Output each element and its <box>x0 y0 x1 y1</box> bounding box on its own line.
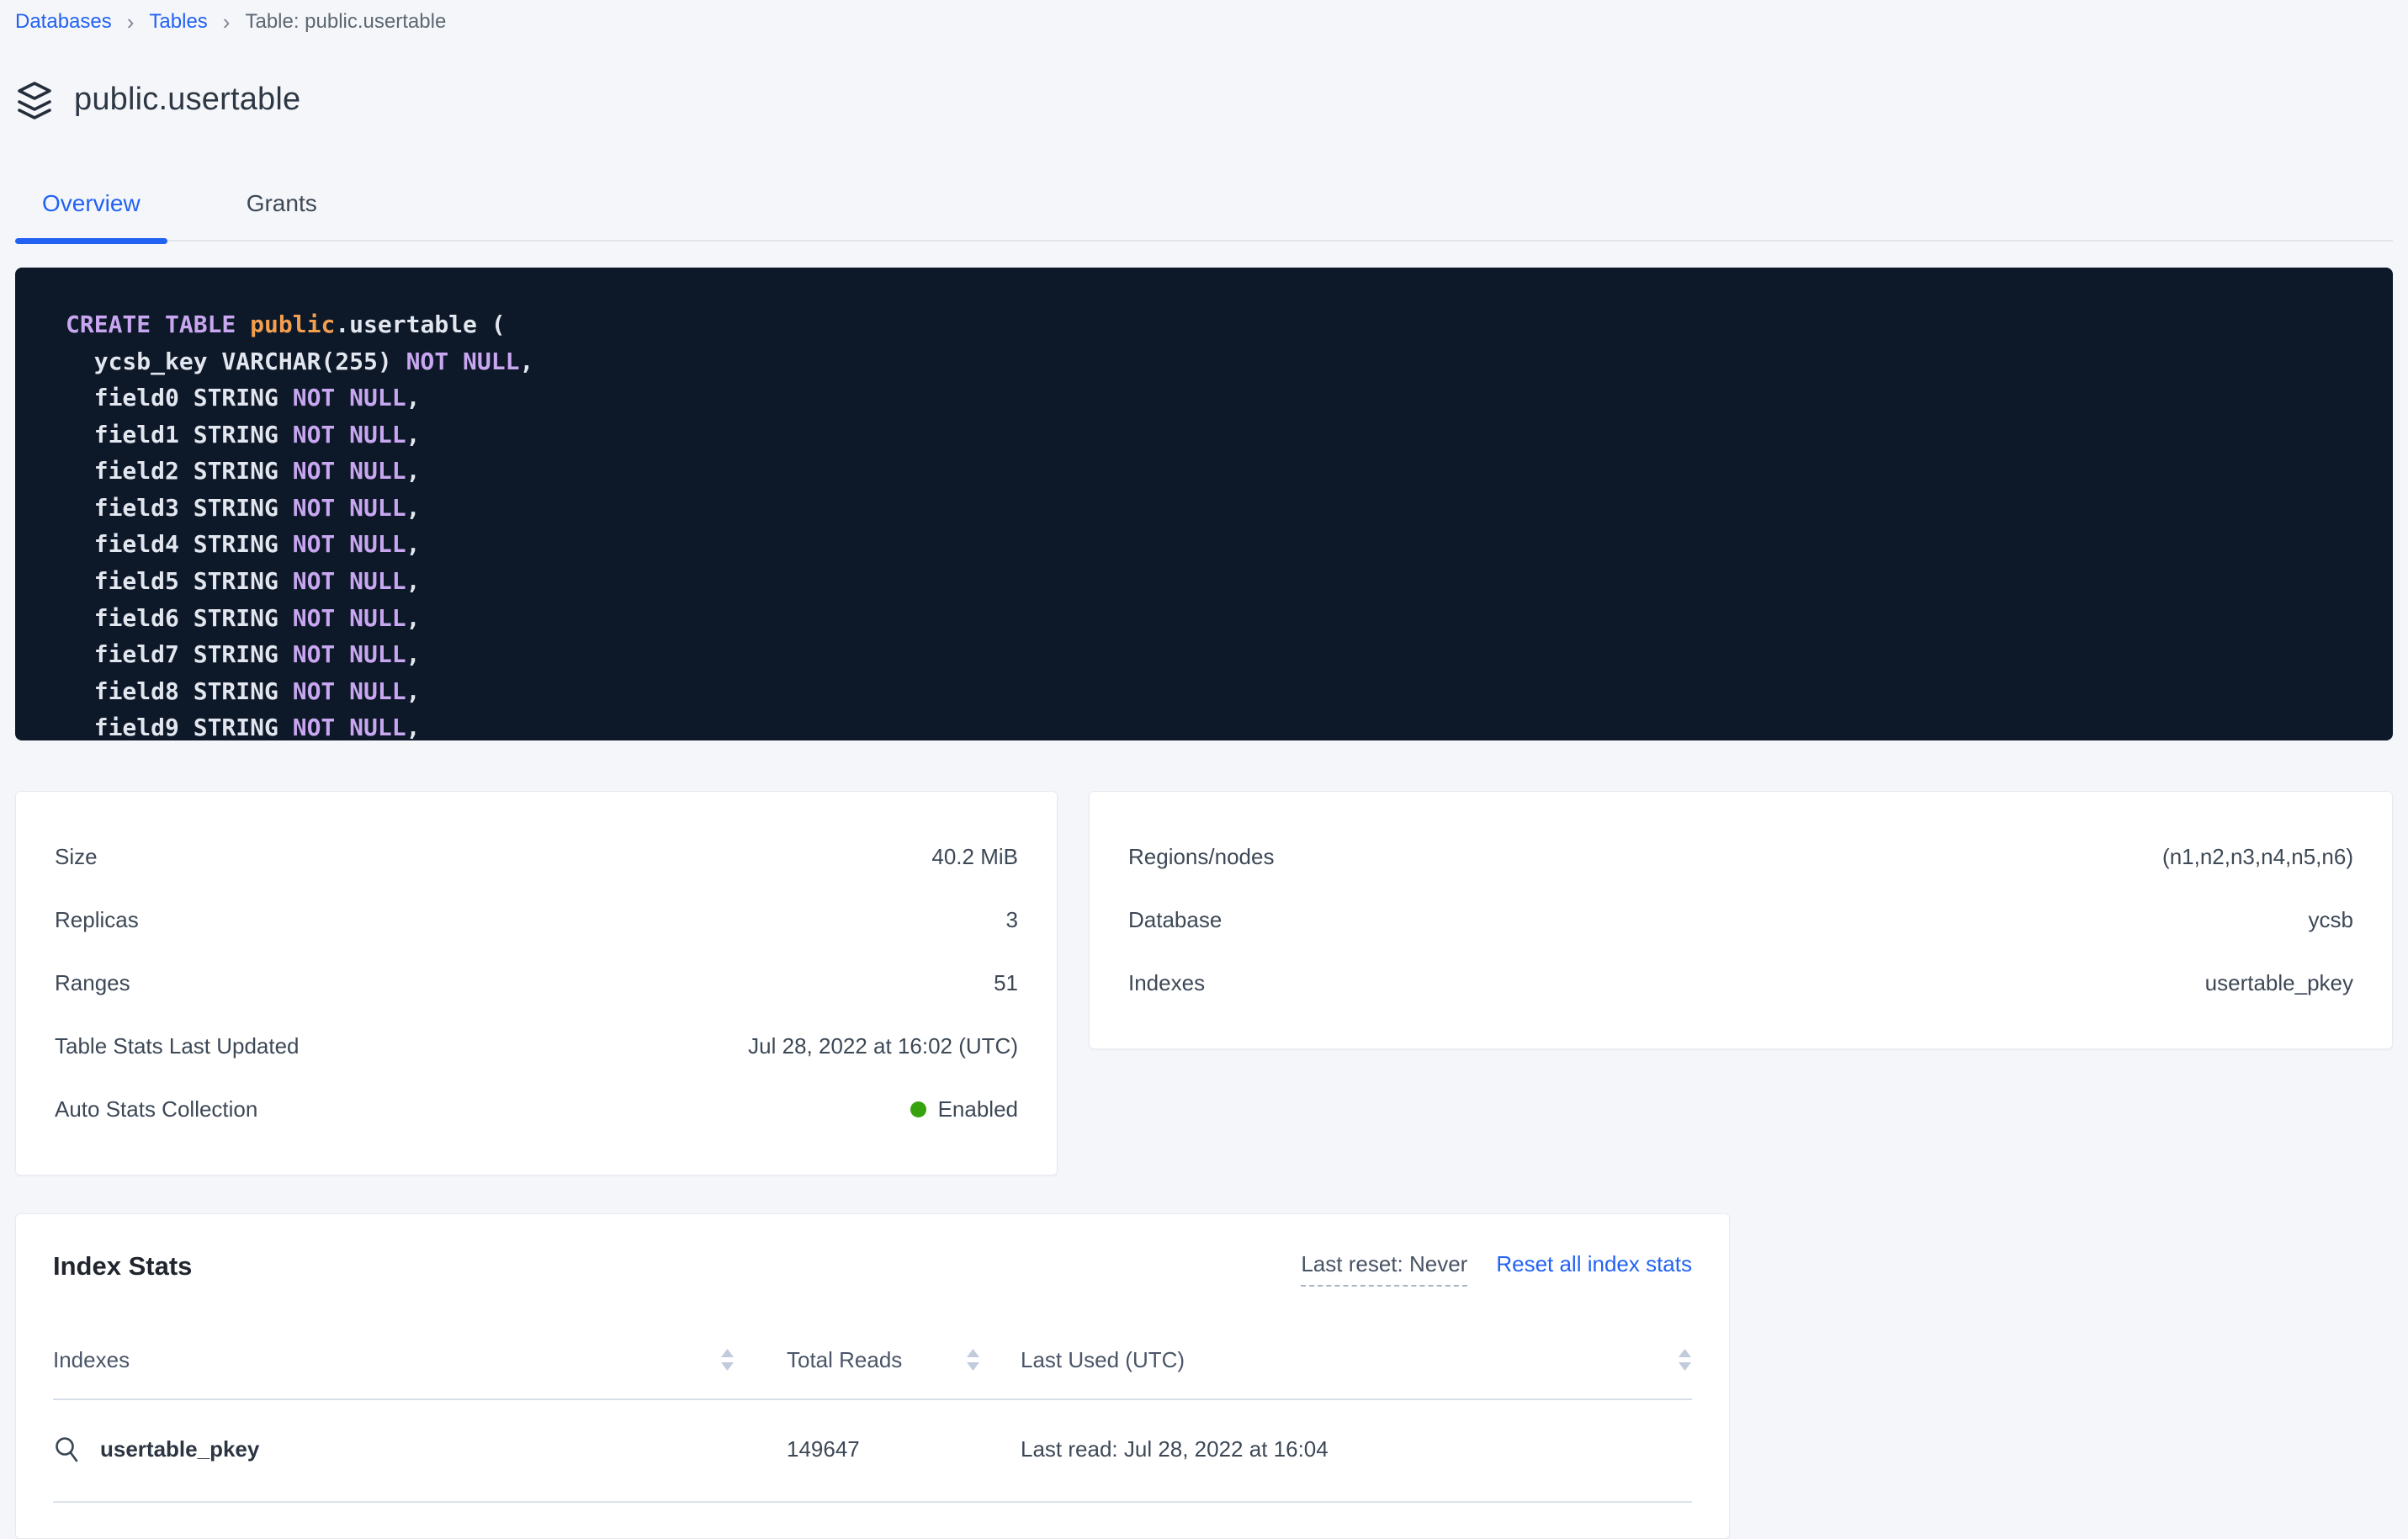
stat-row: Indexes usertable_pkey <box>1128 952 2353 1015</box>
breadcrumb-separator-icon: › <box>126 9 135 34</box>
table-stack-icon <box>15 80 54 120</box>
column-header-total-reads[interactable]: Total Reads <box>787 1347 980 1373</box>
breadcrumb: Databases › Tables › Table: public.usertable <box>15 0 2393 34</box>
total-reads-cell: 149647 <box>787 1436 860 1462</box>
details-card-left: Size 40.2 MiB Replicas 3 Ranges 51 Table Stats… <box>15 790 1058 1175</box>
stat-value: 51 <box>994 970 1018 996</box>
stat-value-text: (n1,n2,n3,n4,n5,n6) <box>2162 843 2353 869</box>
sql-code-line: field0 STRING NOT NULL, <box>66 384 421 412</box>
index-name[interactable]: usertable_pkey <box>100 1436 260 1462</box>
stat-value: ycsb <box>2309 907 2353 933</box>
stat-row: Size 40.2 MiB <box>55 825 1018 889</box>
page-title: public.usertable <box>74 82 301 118</box>
stat-value-text: Enabled <box>937 1096 1018 1122</box>
breadcrumb-separator-icon: › <box>222 9 231 34</box>
stat-label: Table Stats Last Updated <box>55 1032 300 1059</box>
stat-value: Jul 28, 2022 at 16:02 (UTC) <box>748 1033 1018 1059</box>
stat-value-text: ycsb <box>2308 906 2353 932</box>
stat-label: Replicas <box>55 906 139 932</box>
stat-label: Database <box>1128 906 1223 932</box>
index-stats-controls: Last reset: Never Reset all index stats <box>1301 1251 1692 1287</box>
last-used-cell: Last read: Jul 28, 2022 at 16:04 <box>1021 1436 1329 1462</box>
index-stats-header: Index Stats Last reset: Never Reset all … <box>53 1251 1692 1287</box>
stat-label: Indexes <box>1128 969 1206 995</box>
sort-icon[interactable] <box>1678 1348 1692 1372</box>
status-enabled-dot <box>910 1101 926 1117</box>
index-name-cell[interactable]: usertable_pkey <box>53 1436 735 1464</box>
sort-icon[interactable] <box>966 1348 980 1372</box>
tab-grants[interactable]: Grants <box>246 189 317 216</box>
column-header-indexes[interactable]: Indexes <box>53 1347 735 1373</box>
reset-index-stats-link[interactable]: Reset all index stats <box>1496 1250 1692 1276</box>
stat-value: Enabled <box>910 1096 1018 1122</box>
stat-label: Size <box>55 843 98 869</box>
details-card-left-rows: Size 40.2 MiB Replicas 3 Ranges 51 Table Stats… <box>16 792 1057 1175</box>
sql-code-line: field8 STRING NOT NULL, <box>66 677 421 705</box>
breadcrumb-current: Table: public.usertable <box>245 10 447 33</box>
sql-code-line: field3 STRING NOT NULL, <box>66 493 421 522</box>
table-row: usertable_pkey 149647 Last read: Jul 28, 2… <box>53 1400 1692 1503</box>
index-stats-card: Index Stats Last reset: Never Reset all … <box>15 1213 1730 1539</box>
index-table-header: Indexes Total Reads Last Used (UTC) <box>53 1347 1692 1400</box>
search-icon <box>53 1436 82 1464</box>
stat-label: Regions/nodes <box>1128 843 1275 869</box>
tab-bar: Overview Grants <box>15 189 2393 244</box>
stat-value-text: usertable_pkey <box>2204 969 2353 995</box>
sort-icon[interactable] <box>720 1348 735 1372</box>
stat-value-text: 3 <box>1005 906 1018 932</box>
tab-overview[interactable]: Overview <box>15 190 167 244</box>
sql-code-line: field4 STRING NOT NULL, <box>66 530 421 559</box>
stat-label: Ranges <box>55 969 130 995</box>
page-header: public.usertable <box>15 61 2393 140</box>
stat-row: Table Stats Last Updated Jul 28, 2022 at … <box>55 1015 1018 1078</box>
sql-code-line: field9 STRING NOT NULL, <box>66 714 421 740</box>
breadcrumb-link[interactable]: Databases <box>15 10 112 33</box>
stat-row: Database ycsb <box>1128 889 2353 952</box>
column-header-last-used[interactable]: Last Used (UTC) <box>1021 1347 1692 1373</box>
stat-row: Ranges 51 <box>55 952 1018 1015</box>
details-card-right: Regions/nodes (n1,n2,n3,n4,n5,n6) Database… <box>1089 790 2393 1049</box>
stat-value: 3 <box>1006 907 1018 933</box>
stat-row: Auto Stats Collection Enabled <box>55 1078 1018 1141</box>
sql-code-line: field6 STRING NOT NULL, <box>66 603 421 632</box>
sql-code-line: field1 STRING NOT NULL, <box>66 420 421 448</box>
column-label-total-reads: Total Reads <box>787 1346 903 1372</box>
sql-code-line: CREATE TABLE public.usertable ( <box>66 310 506 338</box>
sql-code-block: CREATE TABLE public.usertable ( ycsb_key… <box>15 267 2393 740</box>
sql-code-line: field5 STRING NOT NULL, <box>66 567 421 596</box>
last-reset-label: Last reset: Never <box>1301 1251 1468 1287</box>
stat-row: Replicas 3 <box>55 889 1018 952</box>
stat-value: 40.2 MiB <box>931 844 1018 870</box>
column-label-indexes: Indexes <box>53 1346 130 1372</box>
stat-label: Auto Stats Collection <box>55 1096 258 1122</box>
stat-row: Regions/nodes (n1,n2,n3,n4,n5,n6) <box>1128 825 2353 889</box>
stat-value-text: 51 <box>994 969 1018 995</box>
stat-value-text: 40.2 MiB <box>931 843 1018 869</box>
stat-value-text: Jul 28, 2022 at 16:02 (UTC) <box>748 1032 1018 1059</box>
stat-value: (n1,n2,n3,n4,n5,n6) <box>2162 844 2353 870</box>
details-card-right-rows: Regions/nodes (n1,n2,n3,n4,n5,n6) Database… <box>1090 792 2392 1048</box>
index-table-body: usertable_pkey 149647 Last read: Jul 28, 2… <box>53 1400 1692 1503</box>
column-label-last-used: Last Used (UTC) <box>1021 1346 1185 1372</box>
sql-code-line: field2 STRING NOT NULL, <box>66 457 421 486</box>
sql-code-line: ycsb_key VARCHAR(255) NOT NULL, <box>66 347 534 375</box>
breadcrumb-link[interactable]: Tables <box>149 10 208 33</box>
details-section: Size 40.2 MiB Replicas 3 Ranges 51 Table Stats… <box>15 790 2393 1175</box>
stat-value: usertable_pkey <box>2205 970 2353 996</box>
index-stats-title: Index Stats <box>53 1250 193 1281</box>
sql-code-line: field7 STRING NOT NULL, <box>66 640 421 669</box>
